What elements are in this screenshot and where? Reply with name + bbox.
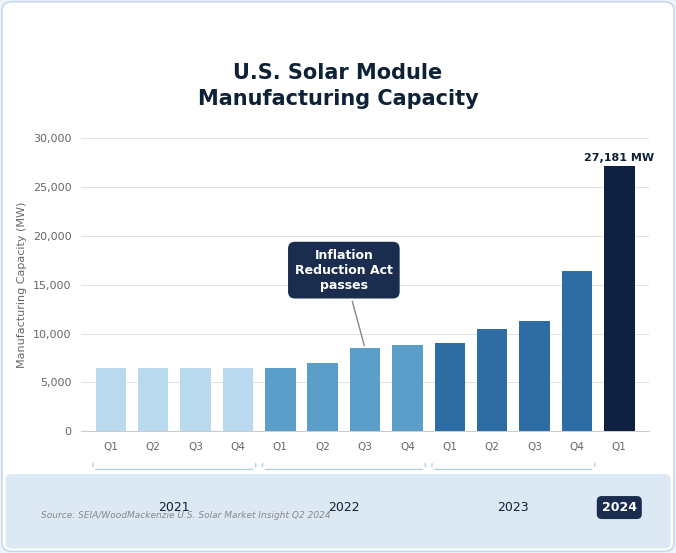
Bar — [265, 368, 295, 431]
Bar — [222, 368, 254, 431]
FancyBboxPatch shape — [5, 474, 671, 549]
Bar — [349, 348, 381, 431]
Bar — [519, 321, 550, 431]
Y-axis label: Manufacturing Capacity (MW): Manufacturing Capacity (MW) — [17, 202, 27, 368]
Text: U.S. Solar Module
Manufacturing Capacity: U.S. Solar Module Manufacturing Capacity — [197, 63, 479, 108]
Bar — [138, 368, 168, 431]
Text: 2024: 2024 — [602, 501, 637, 514]
Text: Inflation
Reduction Act
passes: Inflation Reduction Act passes — [295, 249, 393, 346]
Bar — [562, 271, 592, 431]
Bar — [95, 368, 126, 431]
Text: 27,181 MW: 27,181 MW — [584, 153, 654, 163]
Bar — [180, 368, 211, 431]
Bar — [477, 328, 508, 431]
Bar — [392, 346, 422, 431]
Text: 2023: 2023 — [498, 501, 529, 514]
Text: 2022: 2022 — [328, 501, 360, 514]
Text: Source: SEIA/WoodMackenzie U.S. Solar Market Insight Q2 2024: Source: SEIA/WoodMackenzie U.S. Solar Ma… — [41, 511, 330, 520]
Bar — [435, 343, 465, 431]
Text: 2021: 2021 — [159, 501, 190, 514]
Bar — [308, 363, 338, 431]
Bar — [604, 166, 635, 431]
